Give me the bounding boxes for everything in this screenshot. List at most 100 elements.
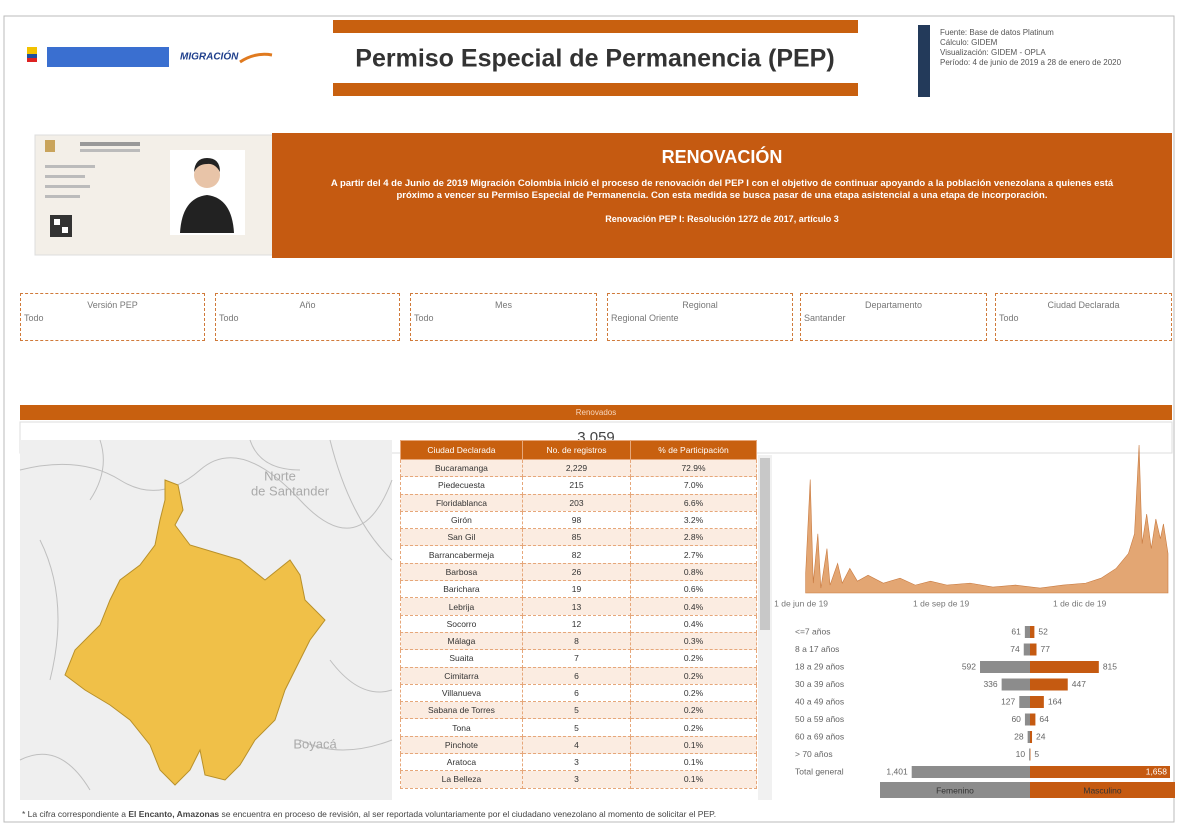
banner-note: Renovación PEP I: Resolución 1272 de 201… xyxy=(272,214,1172,224)
source-bar xyxy=(918,25,930,97)
table-cell: 215 xyxy=(522,477,630,494)
category-label: 18 a 29 años xyxy=(795,661,844,671)
x-tick-label: 1 de sep de 19 xyxy=(913,598,970,608)
bar xyxy=(1030,644,1037,656)
bar xyxy=(1030,714,1035,726)
category-label: Total general xyxy=(795,766,844,776)
logo-text: MIGRACIÓN xyxy=(180,50,239,63)
table-cell: 2.7% xyxy=(631,546,757,563)
title-bar xyxy=(333,20,858,33)
source-line: Fuente: Base de datos Platinum xyxy=(940,28,1170,38)
table-cell: 0.2% xyxy=(631,650,757,667)
card-qr xyxy=(54,219,60,225)
x-tick-label: 1 de dic de 19 xyxy=(1053,598,1107,608)
value-label: 60 xyxy=(1011,714,1021,724)
card-emblem xyxy=(45,140,55,152)
table-cell: 0.2% xyxy=(631,684,757,701)
table-cell: Girón xyxy=(401,511,523,528)
bar xyxy=(1019,696,1030,708)
bar xyxy=(1029,749,1030,761)
table-cell: Tona xyxy=(401,719,523,736)
bar xyxy=(1028,731,1030,743)
table-cell: 19 xyxy=(522,581,630,598)
table-row: Cimitarra60.2% xyxy=(401,667,757,684)
flag xyxy=(27,54,37,58)
table-cell: La Belleza xyxy=(401,771,523,788)
value-label: 336 xyxy=(983,679,997,689)
table-row: Floridablanca2036.6% xyxy=(401,494,757,511)
table-cell: 13 xyxy=(522,598,630,615)
bar xyxy=(980,661,1030,673)
table-cell: 2.8% xyxy=(631,529,757,546)
table-cell: Villanueva xyxy=(401,684,523,701)
column-header: Ciudad Declarada xyxy=(401,441,523,460)
table-cell: Barrancabermeja xyxy=(401,546,523,563)
map-label: de Santander xyxy=(251,483,330,498)
value-label: 77 xyxy=(1041,644,1051,654)
filter-value: Todo xyxy=(999,313,1171,323)
area xyxy=(806,445,1168,593)
table-row: San Gil852.8% xyxy=(401,529,757,546)
value-label: 10 xyxy=(1016,749,1026,759)
table-cell: 0.2% xyxy=(631,667,757,684)
value-label: 61 xyxy=(1011,626,1021,636)
category-label: 30 a 39 años xyxy=(795,679,844,689)
category-label: 50 a 59 años xyxy=(795,714,844,724)
kpi-label: Renovados xyxy=(576,408,616,417)
legend-label: Femenino xyxy=(936,785,974,795)
table-cell: 7.0% xyxy=(631,477,757,494)
value-label: 592 xyxy=(962,661,976,671)
table-cell: 0.1% xyxy=(631,754,757,771)
banner-title: RENOVACIÓN xyxy=(272,147,1172,168)
table-cell: 5 xyxy=(522,719,630,736)
category-label: <=7 años xyxy=(795,626,830,636)
table-cell: 98 xyxy=(522,511,630,528)
title: Permiso Especial de Permanencia (PEP) xyxy=(355,45,834,73)
table-cell: 0.3% xyxy=(631,632,757,649)
table-cell: Pinchote xyxy=(401,736,523,753)
table-cell: 203 xyxy=(522,494,630,511)
filter-label: Año xyxy=(216,300,399,310)
bar xyxy=(1030,731,1032,743)
city-table: Ciudad DeclaradaNo. de registros% de Par… xyxy=(400,440,757,789)
table-cell: 82 xyxy=(522,546,630,563)
flag xyxy=(27,58,37,62)
card-line xyxy=(80,149,140,152)
card-line xyxy=(80,142,140,146)
table-cell: Barbosa xyxy=(401,563,523,580)
footnote: * La cifra correspondiente a El Encanto,… xyxy=(22,809,716,819)
table-cell: 0.4% xyxy=(631,615,757,632)
card-line xyxy=(45,175,85,178)
value-label: 64 xyxy=(1039,714,1049,724)
table-cell: 3.2% xyxy=(631,511,757,528)
table-row: Tona50.2% xyxy=(401,719,757,736)
table-cell: 0.2% xyxy=(631,702,757,719)
value-label: 1,658 xyxy=(1146,766,1168,776)
table-row: Sabana de Torres50.2% xyxy=(401,702,757,719)
table-cell: Lebrija xyxy=(401,598,523,615)
filter-label: Regional xyxy=(608,300,792,310)
table-cell: Floridablanca xyxy=(401,494,523,511)
map-label: Norte xyxy=(264,468,296,483)
card-qr xyxy=(62,227,68,233)
table-cell: 0.4% xyxy=(631,598,757,615)
scroll-thumb[interactable] xyxy=(760,458,770,630)
table-row: Bucaramanga2,22972.9% xyxy=(401,460,757,477)
source-line: Período: 4 de junio de 2019 a 28 de ener… xyxy=(940,58,1170,68)
table-cell: 5 xyxy=(522,702,630,719)
table-cell: 72.9% xyxy=(631,460,757,477)
table-cell: 3 xyxy=(522,754,630,771)
filter-value: Todo xyxy=(24,313,204,323)
value-label: 74 xyxy=(1010,644,1020,654)
